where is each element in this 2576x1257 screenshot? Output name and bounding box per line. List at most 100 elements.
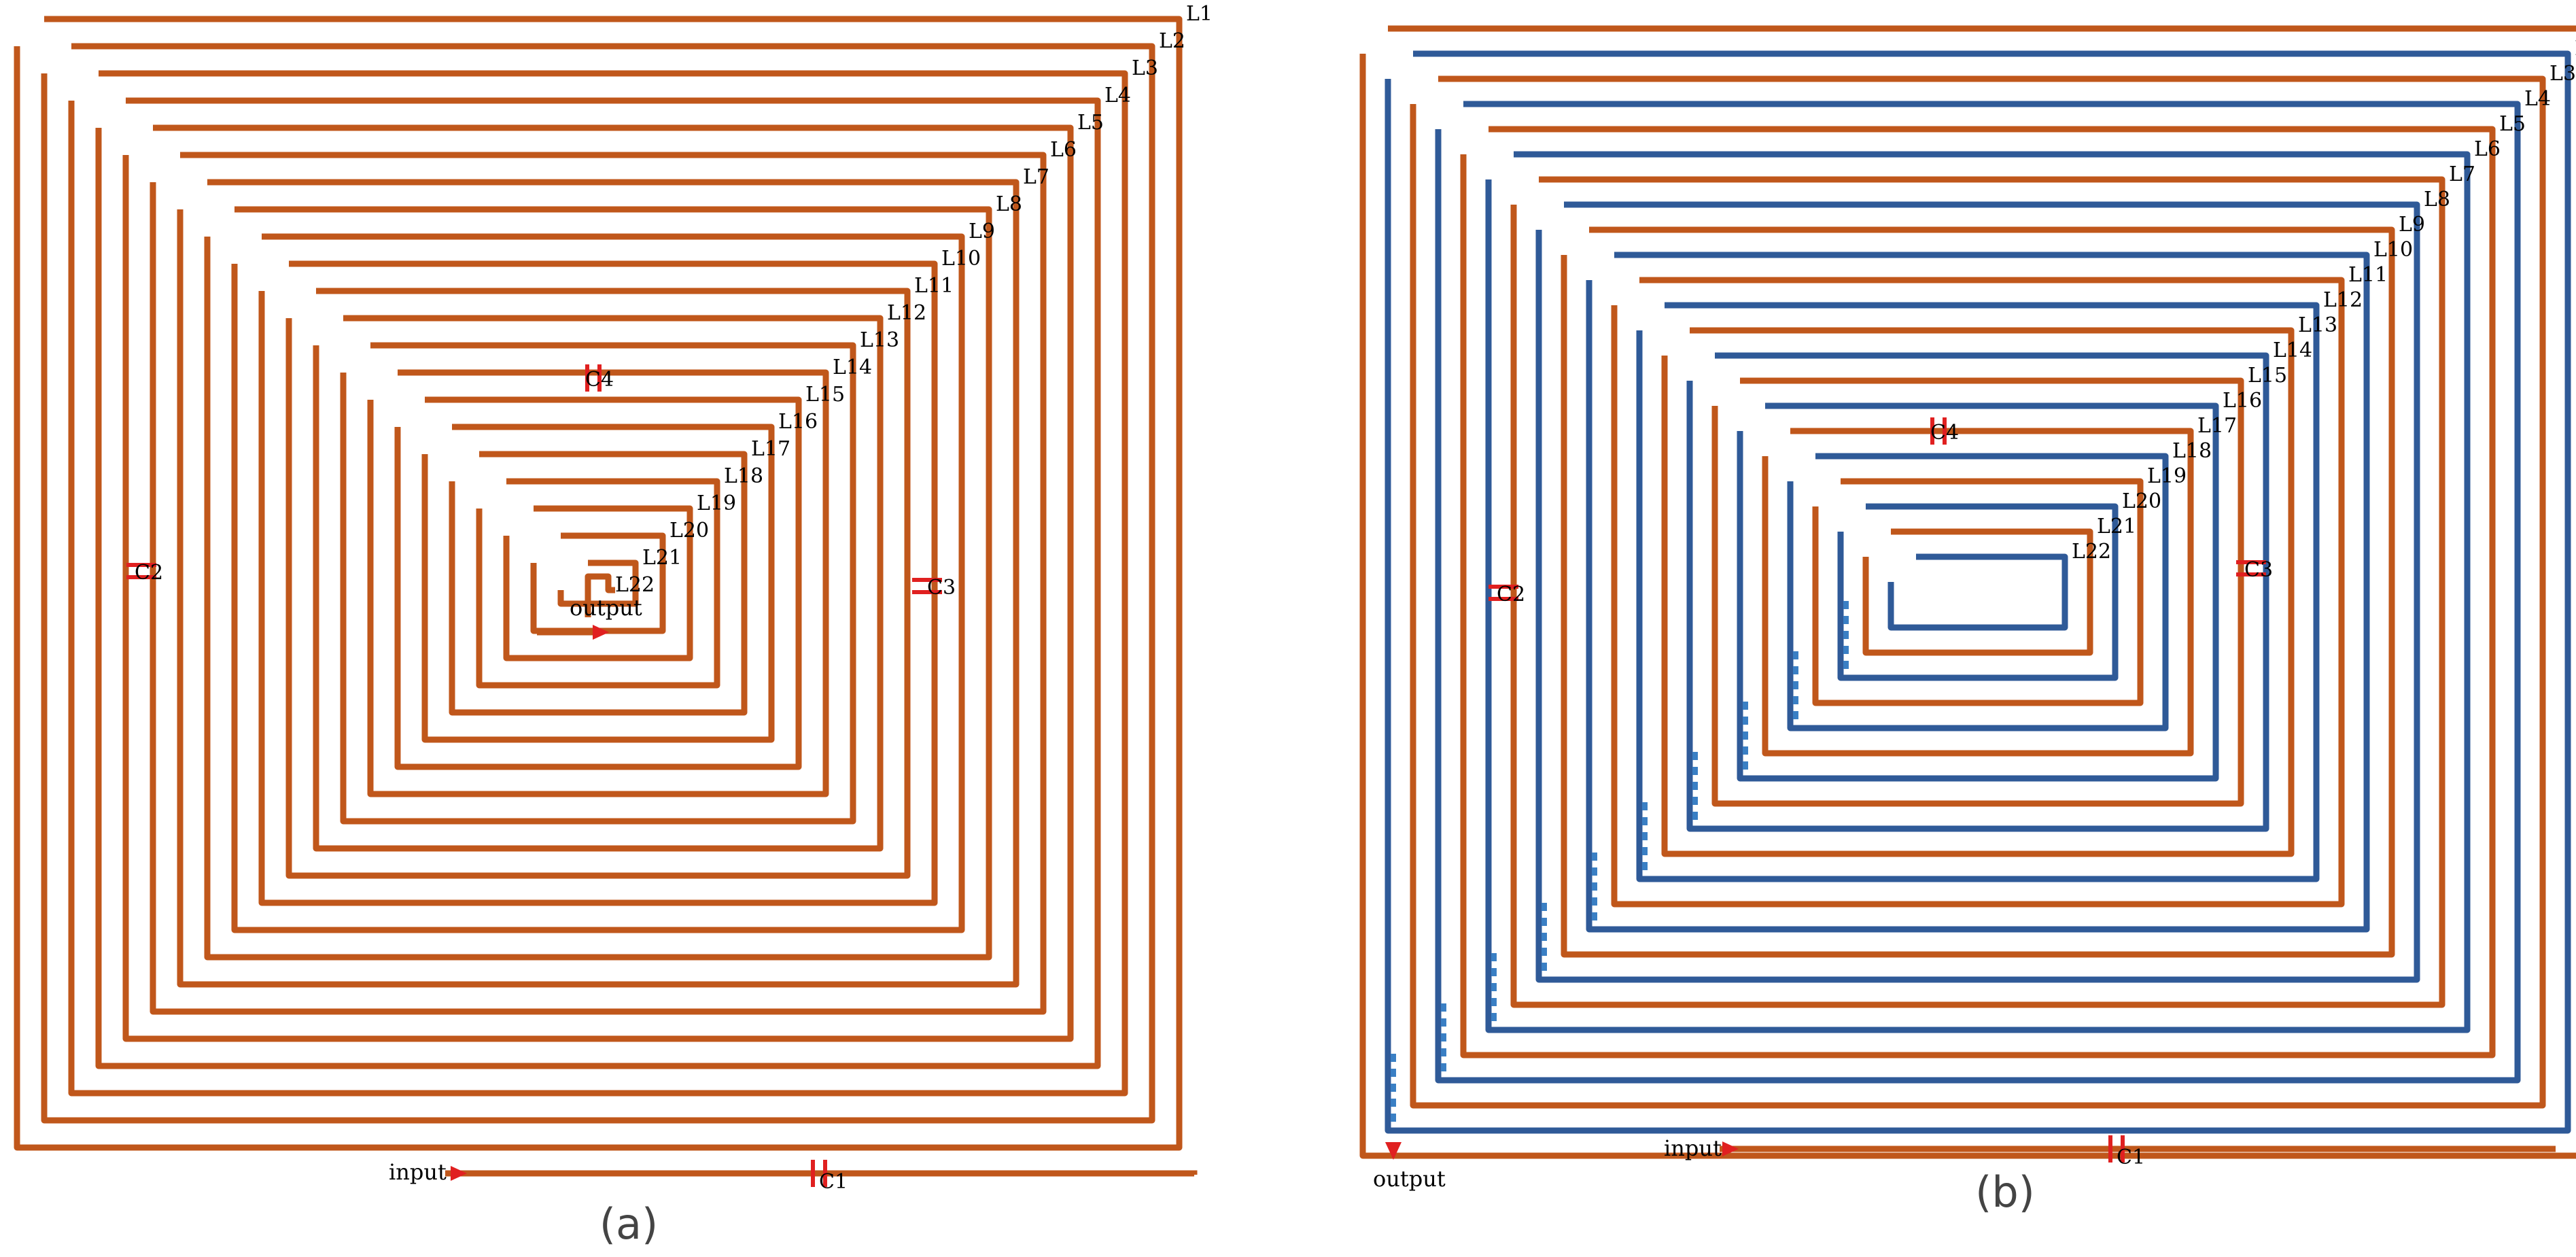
coil-loop-4 [95, 97, 1101, 1069]
panel-b-coil-loop-4 [1435, 101, 2521, 1084]
panel-b-coil-loop-17 [1762, 428, 2194, 757]
panel-b-loop-label-15: L15 [2248, 364, 2287, 388]
coil-loop-8 [204, 206, 992, 961]
panel-a-output-label: output [570, 595, 642, 621]
panel-b-coil-loop-3 [1410, 75, 2546, 1109]
panel-b-coil-loop-7 [1510, 176, 2446, 1008]
panel-a-loop-label-21: L21 [642, 546, 682, 570]
panel-b-loop-label-11: L11 [2348, 263, 2388, 287]
panel-b-loop-label-10: L10 [2373, 238, 2413, 262]
coil-loop-12 [313, 315, 884, 852]
panel-a-loop-label-10: L10 [941, 247, 981, 271]
panel-a-loop-label-5: L5 [1077, 111, 1104, 135]
panel-b-coil-loop-22 [1887, 553, 2068, 631]
panel-b-loop-label-7: L7 [2449, 162, 2475, 186]
panel-b-loop-label-9: L9 [2399, 213, 2425, 237]
panel-a-input-wire [445, 1170, 1198, 1177]
panel-b-capacitor-c4-label: C4 [1930, 421, 1959, 445]
panel-a-input-arrow [451, 1166, 467, 1181]
panel-b-loop-label-20: L20 [2122, 489, 2161, 513]
panel-a-loop-label-12: L12 [887, 301, 926, 325]
coil-loop-19 [503, 505, 693, 661]
panel-b-coil-loop-1 [1359, 25, 2576, 1159]
panel-b-loop-label-12: L12 [2323, 288, 2363, 312]
panel-b-coil-loop-11 [1611, 277, 2345, 908]
coil-loop-15 [394, 396, 802, 770]
panel-b-input-arrow [1722, 1141, 1739, 1156]
coil-loop-9 [231, 233, 965, 933]
coil-loop-3 [68, 70, 1128, 1097]
panel-a-loop-label-20: L20 [669, 519, 709, 543]
coil-loop-2 [41, 43, 1155, 1124]
coil-loop-10 [258, 260, 938, 906]
panel-b-capacitor-c1-label: C1 [2117, 1146, 2145, 1169]
panel-b-loop-label-21: L21 [2097, 515, 2136, 538]
panel-a-input-label: input [389, 1159, 447, 1185]
panel-a-capacitor-c1-label: C1 [819, 1170, 848, 1194]
panel-b-input-label: input [1664, 1135, 1722, 1161]
panel-b-loop-label-2: L2 [2575, 37, 2576, 61]
panel-b: L1L2L3L4L5L6L7L8L9L10L11L12L13L14L15L16L… [1359, 25, 2576, 1192]
coil-loop-18 [476, 478, 720, 689]
panel-b-coil-loop-15 [1711, 377, 2244, 807]
panel-a-loop-label-15: L15 [805, 383, 845, 407]
coil-loop-6 [150, 152, 1047, 1015]
panel-a-loop-label-16: L16 [778, 410, 818, 434]
panel-b-coil-loop-14 [1686, 352, 2269, 832]
panel-b-coil-loop-6 [1485, 151, 2471, 1033]
panel-a-loop-label-9: L9 [969, 220, 995, 243]
panel-b-capacitor-c3-label: C3 [2244, 558, 2273, 582]
coil-loop-16 [421, 424, 775, 743]
coil-loop-20 [530, 532, 666, 634]
panel-b-coil-loop-5 [1460, 126, 2496, 1058]
coil-loop-14 [367, 369, 829, 797]
coil-loop-11 [285, 288, 911, 879]
panel-a-capacitor-c4-label: C4 [585, 368, 614, 392]
panel-b-caption: (b) [1975, 1167, 2035, 1217]
panel-b-coil-loop-19 [1812, 478, 2144, 706]
panel-b-loop-label-14: L14 [2273, 339, 2312, 362]
panel-a-loop-label-7: L7 [1023, 165, 1049, 189]
panel-b-loop-label-22: L22 [2072, 540, 2111, 564]
panel-b-loop-label-3: L3 [2549, 62, 2576, 86]
panel-a-loop-label-8: L8 [996, 192, 1022, 216]
panel-b-coil-loop-10 [1586, 252, 2370, 933]
panel-b-coil-loop-18 [1787, 453, 2169, 731]
coil-loop-21 [557, 559, 639, 607]
coil-loop-7 [177, 179, 1020, 988]
panel-b-loop-label-13: L13 [2298, 313, 2337, 337]
panel-a-loop-label-18: L18 [724, 464, 763, 488]
panel-b-loop-label-5: L5 [2499, 112, 2526, 136]
panel-b-loop-label-6: L6 [2474, 137, 2501, 161]
panel-a-loop-label-19: L19 [697, 492, 736, 515]
panel-a-capacitor-c2-label: C2 [135, 561, 163, 585]
panel-b-coil-loop-16 [1737, 402, 2219, 782]
panel-a-loop-label-11: L11 [914, 274, 954, 298]
panel-b-coil-loop-12 [1636, 302, 2320, 882]
panel-b-output-arrow [1385, 1142, 1402, 1160]
panel-a-loop-label-4: L4 [1104, 84, 1131, 107]
panel-b-loop-label-17: L17 [2197, 414, 2237, 438]
panel-b-coil-loop-21 [1862, 528, 2093, 656]
panel-a-output-arrow [593, 625, 609, 640]
coil-loop-22 [585, 573, 615, 617]
panel-b-coil-loop-13 [1661, 327, 2295, 857]
panel-a-loop-label-13: L13 [860, 328, 899, 352]
panel-b-loop-label-8: L8 [2424, 188, 2450, 211]
panel-b-output-label: output [1373, 1166, 1446, 1192]
panel-b-coil-loop-8 [1535, 201, 2420, 983]
panel-a-loop-label-1: L1 [1186, 2, 1213, 26]
panel-b-coil-loop-9 [1561, 226, 2395, 958]
panel-b-loop-label-16: L16 [2223, 389, 2262, 413]
coil-loop-5 [122, 124, 1074, 1042]
coil-loop-13 [340, 342, 856, 825]
panel-b-coil-loop-20 [1837, 503, 2119, 681]
panel-a-loop-label-14: L14 [833, 356, 872, 379]
panel-a-loop-label-2: L2 [1159, 29, 1185, 53]
coil-loop-17 [449, 451, 748, 716]
panel-a-loop-label-6: L6 [1050, 138, 1077, 162]
panel-a-loop-label-3: L3 [1132, 56, 1158, 80]
panel-b-loop-label-19: L19 [2147, 464, 2187, 488]
